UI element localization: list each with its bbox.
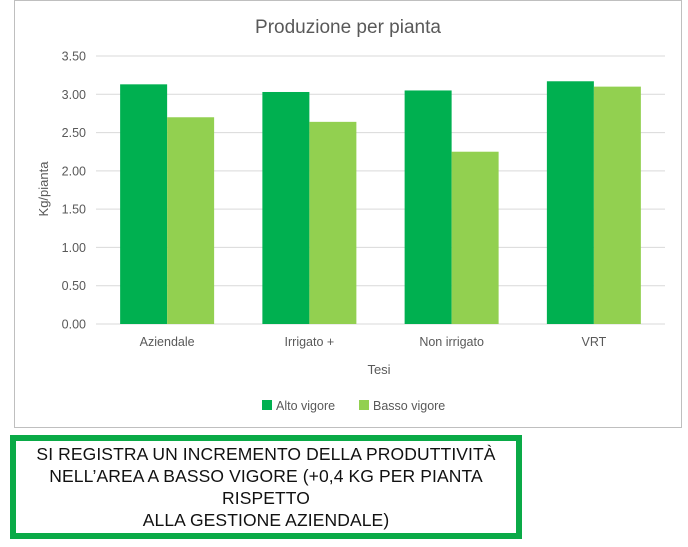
y-tick-label: 1.50	[62, 203, 86, 217]
bar-alto-vigore-0	[120, 84, 168, 325]
y-tick-label: 0.50	[62, 279, 86, 293]
legend-label: Basso vigore	[373, 399, 445, 413]
legend: Alto vigore Basso vigore	[262, 399, 445, 413]
legend-swatch	[359, 400, 369, 410]
note-box: SI REGISTRA UN INCREMENTO DELLA PRODUTTI…	[10, 435, 522, 539]
bar-basso-vigore-2	[451, 151, 499, 324]
y-axis-label: Kg/pianta	[36, 161, 51, 217]
legend-swatch	[262, 400, 272, 410]
note-line-3: ALLA GESTIONE AZIENDALE)	[142, 510, 390, 530]
note-line-2: NELL’AREA A BASSO VIGORE (+0,4 KG PER PI…	[49, 466, 483, 508]
bar-chart: Produzione per pianta 0.00 0.50 1.00 1.50 2.…	[36, 17, 665, 413]
bar-basso-vigore-0	[167, 117, 215, 324]
y-tick-label: 0.00	[62, 318, 86, 332]
x-tick-label: Non irrigato	[419, 335, 484, 349]
bar-alto-vigore-2	[404, 90, 452, 324]
bar-basso-vigore-1	[309, 121, 357, 324]
bar-basso-vigore-3	[593, 86, 641, 324]
note-line-1: SI REGISTRA UN INCREMENTO DELLA PRODUTTI…	[36, 444, 496, 464]
x-tick-label: Irrigato +	[285, 335, 335, 349]
x-axis-label: Tesi	[367, 362, 390, 377]
y-tick-label: 2.50	[62, 126, 86, 140]
y-tick-label: 2.00	[62, 164, 86, 178]
note-text: SI REGISTRA UN INCREMENTO DELLA PRODUTTI…	[26, 443, 506, 531]
bar-alto-vigore-1	[262, 91, 310, 324]
x-tick-label: VRT	[581, 335, 606, 349]
y-tick-label: 3.50	[62, 50, 86, 64]
chart-title: Produzione per pianta	[255, 17, 441, 38]
bar-alto-vigore-3	[546, 81, 594, 324]
y-tick-label: 3.00	[62, 88, 86, 102]
x-tick-label: Aziendale	[140, 335, 195, 349]
legend-label: Alto vigore	[276, 399, 335, 413]
chart-frame: Produzione per pianta 0.00 0.50 1.00 1.50 2.…	[14, 0, 682, 428]
y-tick-label: 1.00	[62, 241, 86, 255]
